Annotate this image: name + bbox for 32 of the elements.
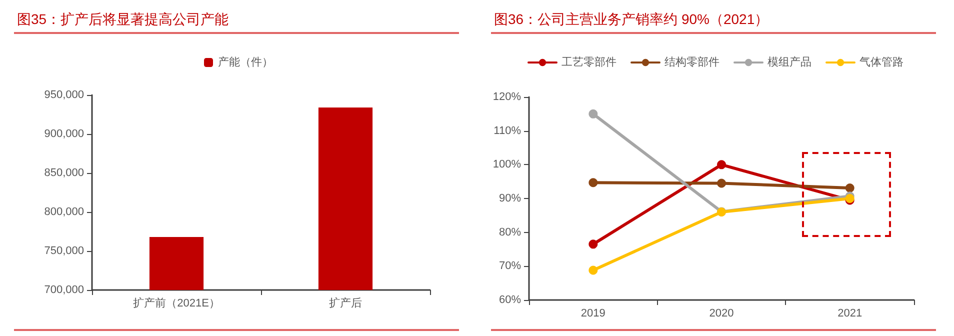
x-tick-label: 2020 — [709, 308, 734, 320]
point — [588, 266, 598, 275]
legend-label: 结构零部件 — [664, 56, 720, 68]
y-tick-label: 70% — [498, 260, 522, 272]
point — [588, 109, 598, 118]
y-tick-label: 120% — [492, 91, 522, 103]
legend-label: 产能（件） — [218, 56, 273, 68]
y-tick-label: 800,000 — [44, 206, 84, 218]
point — [588, 240, 598, 249]
legend-label: 工艺零部件 — [562, 56, 616, 68]
y-tick-label: 950,000 — [44, 89, 84, 101]
x-tick-label: 2021 — [838, 308, 862, 320]
legend-label: 气体管路 — [860, 56, 904, 68]
y-tick-label: 100% — [492, 158, 522, 171]
y-tick-label: 80% — [498, 226, 522, 238]
point — [588, 178, 598, 188]
y-tick-label: 90% — [498, 192, 522, 204]
chart-title: 图35：扩产后将显著提高公司产能 — [17, 11, 229, 27]
y-tick-label: 900,000 — [44, 128, 84, 140]
x-tick-label: 2019 — [580, 308, 606, 320]
y-tick-label: 700,000 — [44, 284, 84, 296]
legend-label: 模组产品 — [768, 56, 812, 68]
x-tick-label: 扩产后 — [329, 296, 362, 310]
x-tick-label: 扩产前（2021E） — [133, 296, 220, 310]
point — [717, 178, 726, 188]
y-tick-label: 60% — [498, 294, 522, 306]
point — [717, 160, 726, 170]
y-tick-label: 850,000 — [44, 167, 84, 179]
chart-title: 图36：公司主营业务产销率约 90%（2021） — [494, 11, 769, 27]
point — [845, 184, 854, 193]
y-tick-label: 110% — [494, 124, 522, 137]
y-tick-label: 750,000 — [44, 245, 84, 257]
